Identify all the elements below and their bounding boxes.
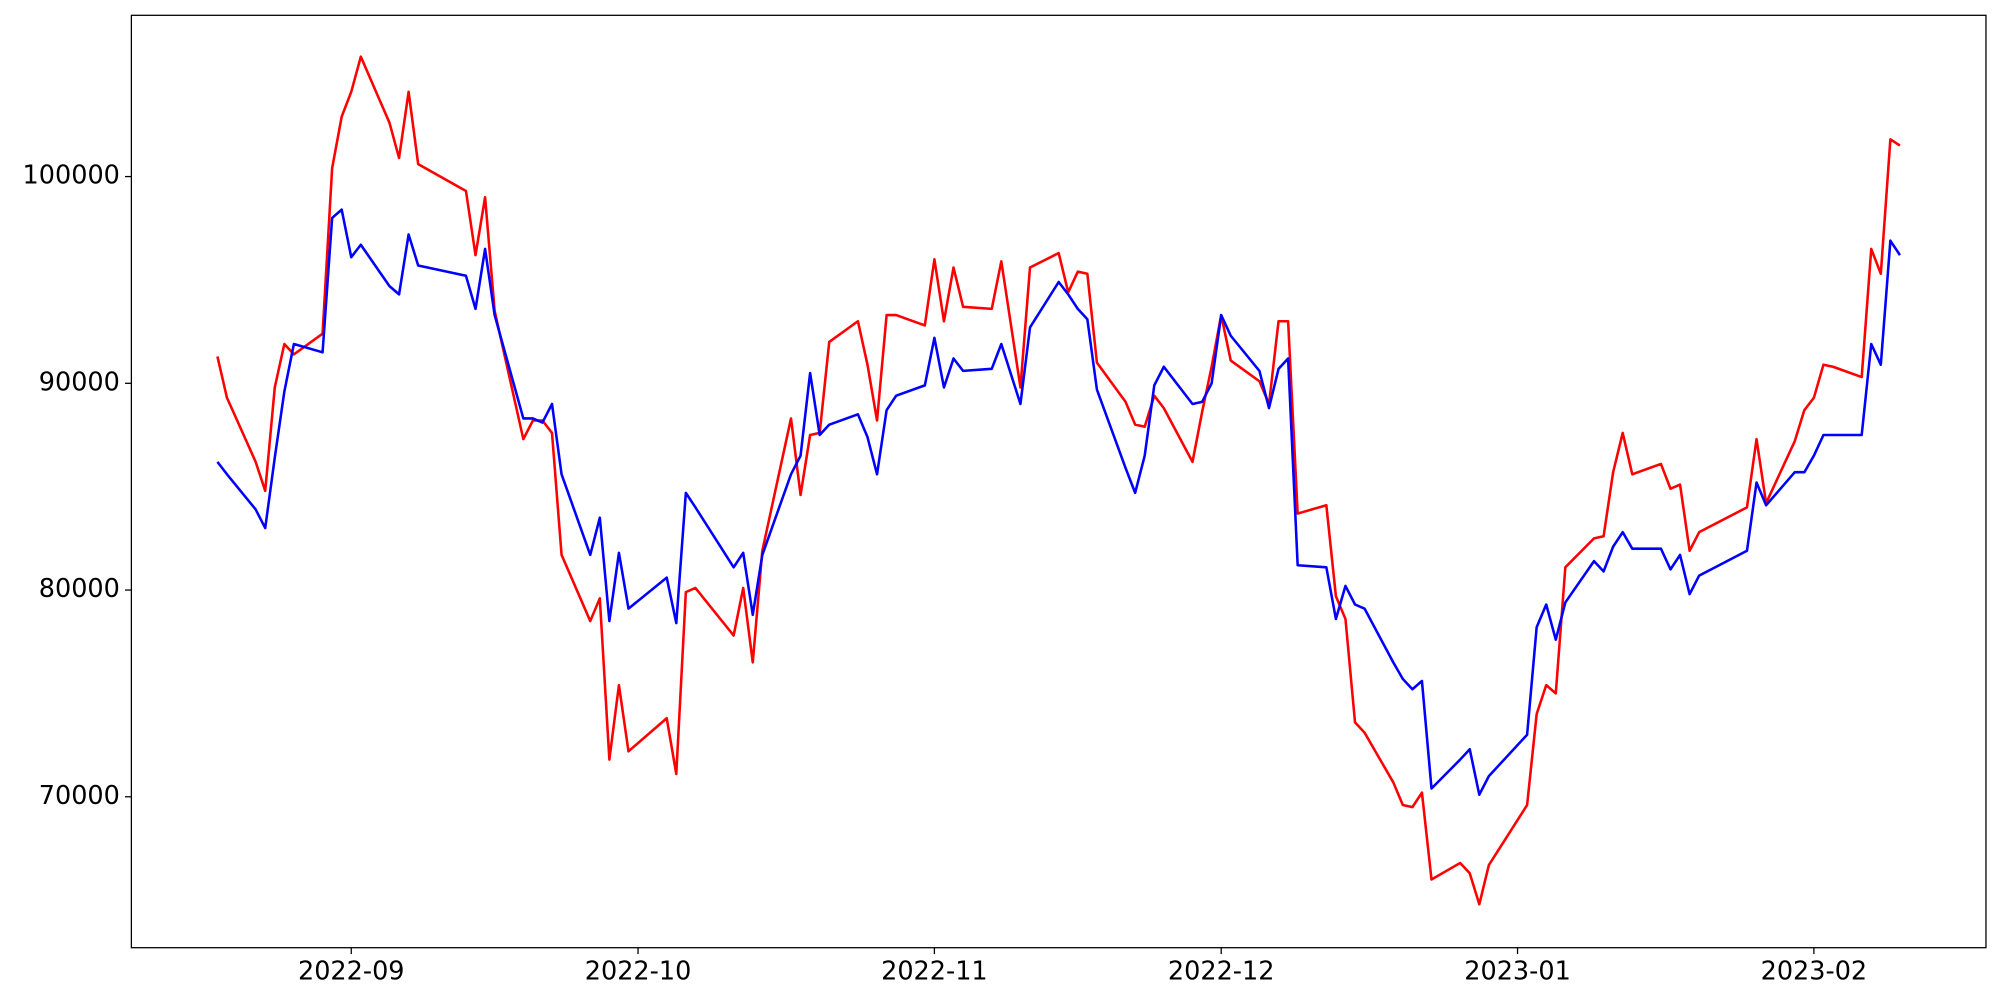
x-tick-label: 2022-10 — [585, 957, 692, 987]
x-tick-label: 2022-12 — [1168, 957, 1275, 987]
series-line — [216, 55, 1901, 906]
x-tick-label: 2022-09 — [298, 957, 405, 987]
x-tick-label: 2022-11 — [881, 957, 988, 987]
y-tick-label: 70000 — [39, 781, 120, 811]
x-tick-label: 2023-01 — [1464, 957, 1571, 987]
y-tick-label: 80000 — [39, 574, 120, 604]
series-line — [216, 208, 1902, 796]
x-tick-label: 2023-02 — [1761, 957, 1868, 987]
y-tick-label: 90000 — [39, 367, 120, 397]
plot-frame — [130, 14, 1987, 949]
y-tick-label: 100000 — [23, 161, 120, 191]
